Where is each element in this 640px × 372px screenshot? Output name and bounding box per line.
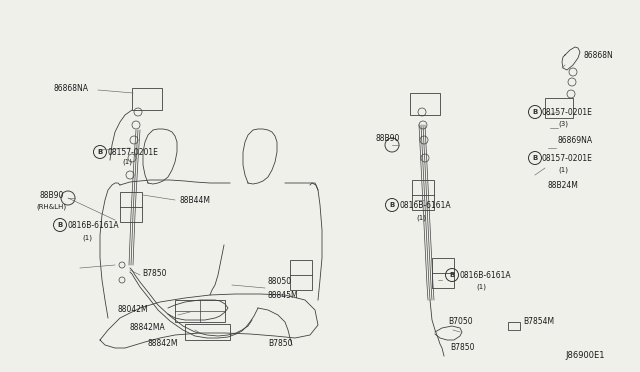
Text: 88B90: 88B90 [40,190,65,199]
Text: B7854M: B7854M [523,317,554,327]
Text: 88842M: 88842M [148,340,179,349]
Text: 86868N: 86868N [583,51,612,60]
Text: 88B90: 88B90 [375,134,399,142]
Bar [432,258,454,288]
Text: 08157-0201E: 08157-0201E [542,108,593,116]
Text: 0816B-6161A: 0816B-6161A [400,201,452,209]
Text: 88842MA: 88842MA [130,324,166,333]
Text: (1): (1) [558,167,568,173]
Text: (1): (1) [476,284,486,290]
Text: 0816B-6161A: 0816B-6161A [68,221,120,230]
Text: B: B [389,202,395,208]
Text: J86900E1: J86900E1 [566,350,605,359]
Bar [410,93,440,115]
Text: B7050: B7050 [448,317,472,327]
Text: B: B [449,272,454,278]
Text: 88B24M: 88B24M [548,180,579,189]
Text: (3): (3) [558,121,568,127]
Text: 0816B-6161A: 0816B-6161A [460,270,511,279]
Text: 88B44M: 88B44M [180,196,211,205]
Text: B7850: B7850 [142,269,166,279]
Text: 08157-0201E: 08157-0201E [108,148,159,157]
Text: 88845M: 88845M [268,292,299,301]
Bar [508,322,520,330]
Bar [175,300,225,322]
Text: (1): (1) [416,215,426,221]
Bar [412,180,434,210]
Bar [132,88,162,110]
Text: 86869NA: 86869NA [558,135,593,144]
Bar [290,260,312,290]
Text: 88050: 88050 [268,278,292,286]
Text: (RH&LH): (RH&LH) [36,204,66,210]
Text: B: B [97,149,102,155]
Text: B: B [58,222,63,228]
Text: B: B [532,109,538,115]
Bar [185,324,230,340]
Text: 88042M: 88042M [118,305,148,314]
Text: B7850: B7850 [450,343,474,353]
Text: (1): (1) [82,235,92,241]
Bar [545,98,573,118]
Text: 08157-0201E: 08157-0201E [542,154,593,163]
Text: B7850: B7850 [268,340,292,349]
Text: 86868NA: 86868NA [53,83,88,93]
Text: (1): (1) [122,159,132,165]
Bar [120,192,142,222]
Text: B: B [532,155,538,161]
